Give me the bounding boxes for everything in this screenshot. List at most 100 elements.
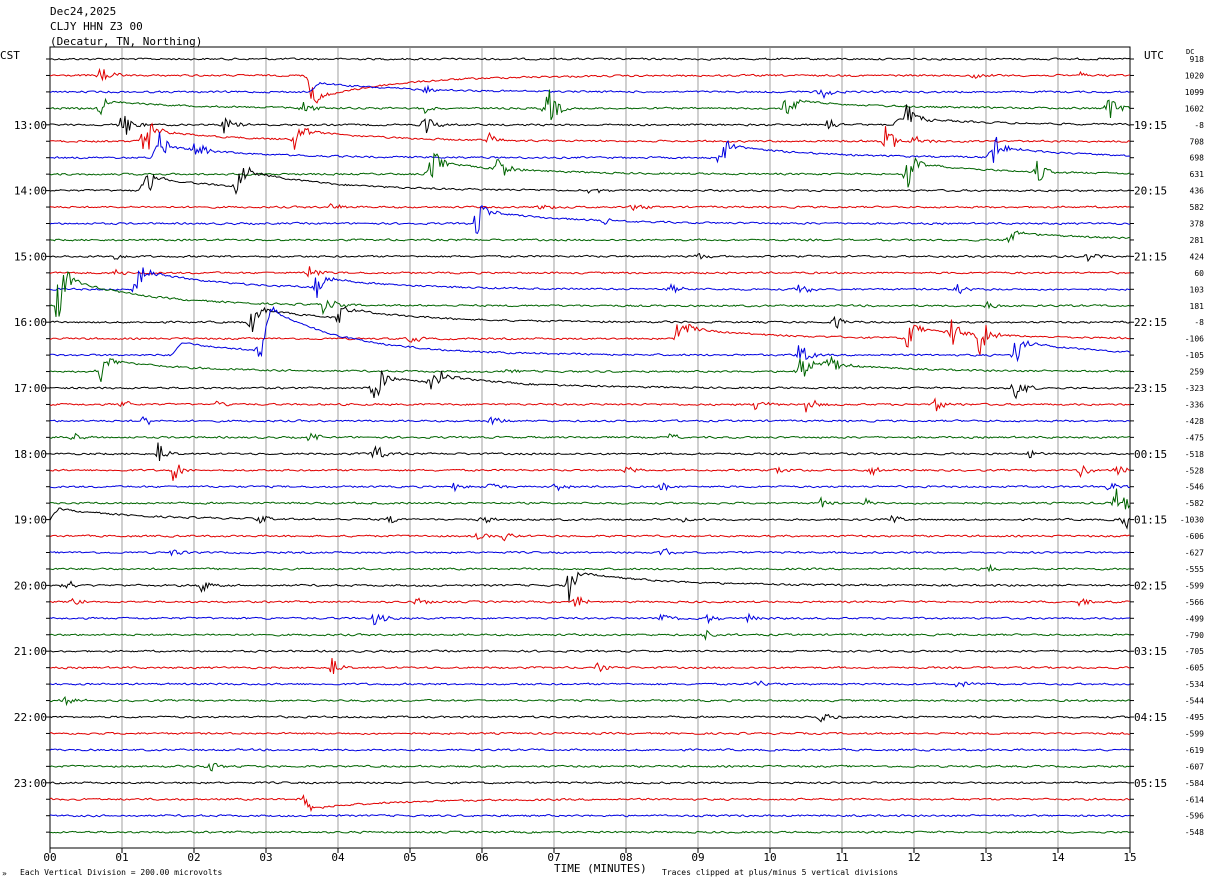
- x-tick-label: 15: [1123, 851, 1136, 864]
- utc-time-label: 02:15: [1134, 579, 1167, 592]
- dc-offset-label: 1602: [1185, 104, 1204, 113]
- trace-line: [49, 57, 1131, 61]
- dc-offset-label: 698: [1190, 154, 1205, 163]
- trace-line: [49, 370, 1131, 400]
- trace-line: [49, 532, 1131, 542]
- trace-line: [49, 306, 1131, 332]
- dc-offset-label: -555: [1185, 565, 1204, 574]
- clip-note: Traces clipped at plus/minus 5 vertical …: [662, 868, 899, 877]
- trace-line: [50, 104, 1131, 135]
- dc-offset-label: -584: [1185, 779, 1204, 788]
- dc-offset-label: 424: [1190, 252, 1205, 261]
- x-tick-label: 14: [1051, 851, 1065, 864]
- dc-offset-label: -790: [1185, 631, 1204, 640]
- dc-offset-label: 436: [1190, 187, 1205, 196]
- trace-line: [49, 355, 1131, 382]
- trace-line: [49, 649, 1131, 653]
- dc-offset-label: 181: [1190, 302, 1205, 311]
- dc-offset-label: 708: [1190, 137, 1205, 146]
- station-title: CLJY HHN Z3 00: [50, 20, 143, 33]
- dc-axis-label: DC: [1186, 48, 1195, 56]
- trace-line: [49, 432, 1131, 442]
- dc-offset-label: -499: [1185, 614, 1204, 623]
- dc-offset-label: -596: [1185, 812, 1204, 821]
- scale-note: Each Vertical Division = 200.00 microvol…: [20, 868, 223, 877]
- location-title: (Decatur, TN, Northing): [50, 35, 203, 48]
- trace-line: [49, 203, 1131, 212]
- utc-time-label: 03:15: [1134, 645, 1167, 658]
- trace-line: [49, 748, 1131, 752]
- dc-offset-label: -495: [1185, 713, 1204, 722]
- dc-offset-label: -607: [1185, 762, 1204, 771]
- trace-line: [49, 629, 1131, 642]
- cst-time-label: 18:00: [14, 448, 47, 461]
- trace-line: [49, 731, 1131, 736]
- dc-offset-label: -627: [1185, 549, 1204, 558]
- trace-line: [49, 793, 1131, 813]
- plot-frame: [49, 46, 1131, 849]
- dc-offset-label: 631: [1190, 170, 1205, 179]
- dc-offset-label: 582: [1190, 203, 1205, 212]
- utc-time-label: 05:15: [1134, 777, 1167, 790]
- trace-line: [49, 464, 1131, 481]
- dc-offset-label: 259: [1190, 368, 1205, 377]
- trace-line: [49, 122, 1131, 150]
- dc-offset-label: -614: [1185, 795, 1204, 804]
- utc-time-label: 04:15: [1134, 711, 1167, 724]
- trace-line: [49, 131, 1131, 164]
- cst-time-label: 16:00: [14, 316, 47, 329]
- trace-line: [49, 230, 1131, 244]
- dc-offset-label: -534: [1185, 680, 1204, 689]
- dc-offset-label: -605: [1185, 664, 1204, 673]
- trace-line: [49, 152, 1131, 188]
- x-tick-label: 04: [331, 851, 345, 864]
- cst-time-label: 19:00: [14, 514, 47, 527]
- utc-time-label: 01:15: [1134, 514, 1167, 527]
- dc-offset-label: -582: [1185, 499, 1204, 508]
- dc-offset-label: 281: [1190, 236, 1205, 245]
- x-tick-label: 06: [475, 851, 488, 864]
- x-tick-label: 07: [547, 851, 560, 864]
- dc-offset-label: -475: [1185, 433, 1204, 442]
- utc-time-label: 19:15: [1134, 119, 1167, 132]
- trace-line: [49, 695, 1131, 707]
- x-tick-label: 00: [43, 851, 56, 864]
- dc-offset-label: -518: [1185, 450, 1204, 459]
- trace-line: [49, 563, 1130, 573]
- dc-offset-label: -1030: [1180, 516, 1204, 525]
- x-tick-label: 09: [691, 851, 704, 864]
- trace-line: [49, 266, 1131, 278]
- trace-line: [49, 442, 1131, 462]
- dc-offset-label: 1020: [1185, 71, 1204, 80]
- trace-line: [49, 271, 1131, 317]
- dc-offset-label: 918: [1190, 55, 1205, 64]
- dc-offset-label: -548: [1185, 828, 1204, 837]
- trace-line: [49, 680, 1131, 688]
- trace-line: [49, 507, 1131, 530]
- x-tick-label: 03: [259, 851, 272, 864]
- dc-offset-label: -544: [1185, 697, 1204, 706]
- x-tick-label: 02: [187, 851, 200, 864]
- trace-line: [49, 612, 1131, 626]
- x-tick-label: 05: [403, 851, 416, 864]
- dc-offset-label: -606: [1185, 532, 1204, 541]
- x-axis-label: TIME (MINUTES): [554, 862, 647, 875]
- cst-time-label: 13:00: [14, 119, 47, 132]
- trace-line: [49, 267, 1131, 298]
- dc-offset-label: 60: [1194, 269, 1204, 278]
- trace-line: [49, 596, 1131, 607]
- dc-offset-label: -599: [1185, 581, 1204, 590]
- dc-offset-label: -566: [1185, 598, 1204, 607]
- cst-time-label: 14:00: [14, 185, 47, 198]
- dc-offset-label: -546: [1185, 483, 1204, 492]
- trace-line: [49, 713, 1131, 723]
- dc-offset-label: -8: [1194, 318, 1204, 327]
- x-tick-label: 11: [835, 851, 848, 864]
- trace-line: [49, 319, 1131, 355]
- trace-line: [49, 253, 1131, 263]
- trace-line: [49, 397, 1131, 413]
- utc-time-label: 23:15: [1134, 382, 1167, 395]
- date-title: Dec24,2025: [50, 5, 117, 18]
- utc-time-label: 21:15: [1134, 250, 1167, 263]
